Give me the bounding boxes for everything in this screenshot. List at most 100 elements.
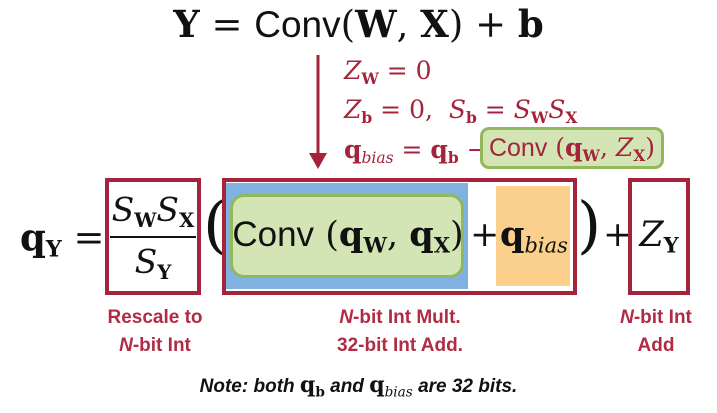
ann3-qw: q [565,133,583,162]
num-s1sub: W [134,207,157,232]
main-conv-expr: Conv (qW, qX) [232,213,464,267]
ann2-zsub: b [361,107,373,127]
ann1-rest: = 0 [386,56,432,85]
note-qbias-sub: bias [384,384,413,401]
num-s2sub: X [179,207,195,232]
caption-add-rest: -bit Int [633,307,692,328]
note-qb-sub: b [315,384,325,401]
note-qbias: qbias [369,372,413,401]
main-qbias-sub: bias [524,233,568,258]
main-qxsub: X [433,232,450,258]
ann2-sw: S [513,95,531,124]
ann3-rp: ) [645,133,656,162]
ann2-ssub: b [465,107,477,127]
top-eq-equals: = [211,3,243,46]
annotation-zw: ZW = 0 [344,55,432,95]
top-equation: Y = Conv(W, X) + b [0,2,717,47]
ann3-zx: Z [615,133,634,162]
caption-mult: N-bit Int Mult. 32-bit Int Add. [300,304,500,360]
note-qb-q: q [299,372,316,398]
top-eq-lparen: ( [340,3,356,46]
main-plus2: + [603,215,633,255]
ann1-sub: W [361,68,379,88]
caption-rescale-line2: N-bit Int [80,332,230,360]
ann2-sxsub: X [565,107,578,127]
top-eq-conv: Conv [254,4,341,45]
den-s: S [134,242,158,281]
main-zy-sub: Y [663,232,679,258]
caption-add-line1: N-bit Int [600,304,712,332]
main-lp: ( [325,215,339,255]
num-s1: S [111,190,135,229]
caption-add-line2: Add [637,335,675,356]
main-conv: Conv [232,215,315,254]
note-suffix: are 32 bits. [418,376,518,397]
main-plus: + [470,215,500,255]
caption-mult-line2: 32-bit Int Add. [337,335,463,356]
orange-highlight [496,186,570,286]
ann3-qbsub: b [447,147,459,167]
fraction-bar [110,236,196,238]
top-eq-plus: + [475,3,507,46]
ann2-sx: S [548,95,566,124]
main-qy-sub: Y [45,236,62,263]
ann3-zxsub: X [633,145,646,165]
top-eq-comma: , [396,3,409,46]
caption-rescale-n: N [119,335,133,356]
rescale-box [105,178,201,295]
fraction-denominator: SY [105,242,201,292]
ann3-qb: q [430,135,448,164]
conv-green-box [230,194,464,278]
top-eq-b: b [517,2,544,46]
ann3-qsub: bias [361,148,394,167]
main-rp: ) [450,215,464,255]
num-s2: S [156,190,180,229]
caption-rescale-line1: Rescale to [107,307,203,328]
note-qbias-q: q [369,372,385,398]
caption-add-n: N [620,307,634,328]
note-prefix: Note: both [199,376,295,397]
main-qw: q [338,214,364,255]
ann2-s: S [448,95,466,124]
main-qwsub: W [363,232,387,258]
ann3-lp: ( [555,133,566,162]
ann3-conv: Conv [488,134,548,162]
ann2-eq: = [484,95,506,124]
annotation-qbias: qbias = qb − [344,134,488,174]
ann2-z: Z [344,95,362,124]
caption-add: N-bit Int Add [600,304,712,360]
ann3-q: q [344,135,362,164]
main-equals: = [73,216,105,259]
add-box [628,178,690,295]
main-zy-z: Z [639,215,664,255]
caption-rescale-rest: -bit Int [132,335,191,356]
main-qbias: qbias [500,213,568,267]
big-right-paren: ) [577,188,602,261]
fraction-numerator: SWSX [105,190,201,240]
caption-rescale: Rescale to N-bit Int [80,304,230,360]
annotation-zb-sb: Zb = 0, Sb = SWSX [344,94,577,134]
main-zy: ZY [628,213,690,267]
int-mult-box [222,178,577,295]
caption-mult-line1: N-bit Int Mult. [300,304,500,332]
note-and: and [330,376,364,397]
caption-mult-rest: -bit Int Mult. [353,307,461,328]
main-qbias-q: q [500,214,525,255]
top-eq-rparen: ) [448,3,464,46]
annotation-conv-box: Conv (qW, ZX) [480,127,664,169]
top-eq-y: Y [173,2,200,46]
ann3-qwsub: W [582,145,600,165]
top-eq-w: W [355,2,397,46]
note-qb: qb [299,372,325,401]
ann1-z: Z [344,56,362,85]
ann2-mid: = 0, [380,95,433,124]
note: Note: both qb and qbias are 32 bits. [0,370,717,407]
ann3-eq: = [401,135,423,164]
main-comma: , [386,215,399,255]
den-ssub: Y [157,259,172,284]
ann3-comma: , [599,133,608,162]
main-qy: qY = [20,215,105,272]
main-qy-q: q [20,215,46,259]
top-eq-x: X [420,2,449,46]
ann2-swsub: W [530,107,549,127]
